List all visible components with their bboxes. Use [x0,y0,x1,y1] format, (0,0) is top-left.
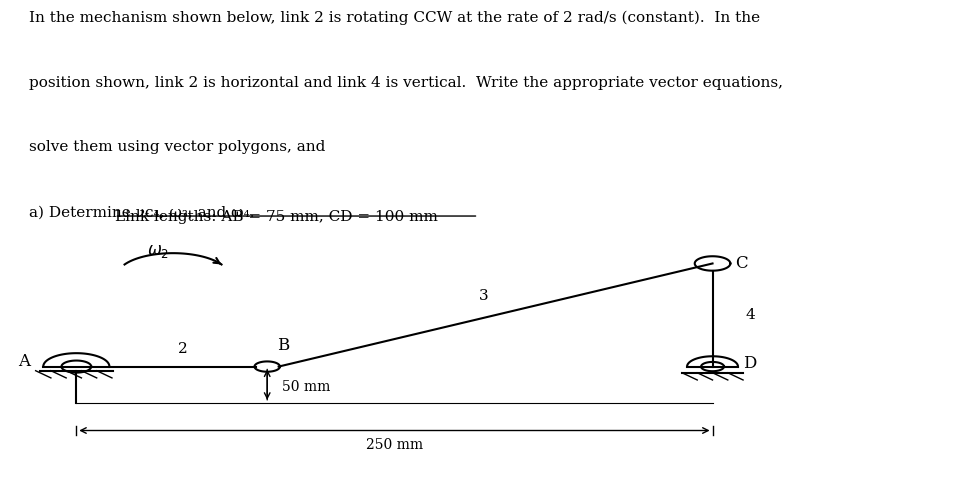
Text: Link lengths: AB = 75 mm, CD = 100 mm: Link lengths: AB = 75 mm, CD = 100 mm [114,210,437,224]
Text: 2: 2 [178,342,189,356]
Text: position shown, link 2 is horizontal and link 4 is vertical.  Write the appropri: position shown, link 2 is horizontal and… [29,76,783,90]
Text: 250 mm: 250 mm [366,438,423,452]
Text: D: D [743,355,756,372]
Text: A: A [18,353,31,370]
Text: 3: 3 [479,288,488,303]
Text: $\omega_2$: $\omega_2$ [147,242,169,260]
Text: 4: 4 [746,308,755,322]
Text: In the mechanism shown below, link 2 is rotating CCW at the rate of 2 rad/s (con: In the mechanism shown below, link 2 is … [29,11,760,25]
Text: a) Determine νᴄ₄, ω₃, and ω₄.: a) Determine νᴄ₄, ω₃, and ω₄. [29,205,254,219]
Text: B: B [278,337,290,354]
Text: solve them using vector polygons, and: solve them using vector polygons, and [29,140,325,155]
Text: 50 mm: 50 mm [282,380,331,394]
Text: C: C [736,255,748,272]
